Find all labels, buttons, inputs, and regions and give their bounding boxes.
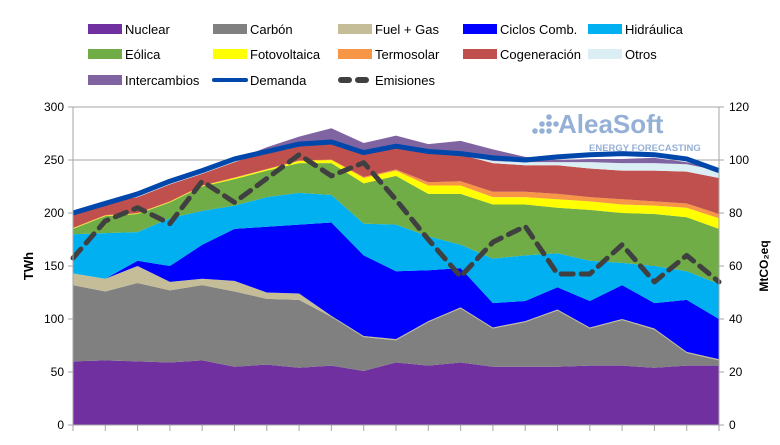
logo-dots-icon (532, 114, 559, 134)
legend-swatch (463, 49, 497, 59)
legend-swatch (588, 24, 622, 34)
legend-label: Ciclos Comb. (500, 22, 577, 37)
logo-dot (546, 128, 552, 134)
logo-tagline: ENERGY FORECASTING (589, 143, 701, 154)
y-tick-label: 50 (51, 365, 65, 379)
logo-dot (539, 128, 545, 134)
legend-swatch (213, 49, 247, 59)
legend-item-fuel-gas: Fuel + Gas (338, 22, 439, 37)
legend-label: Otros (625, 47, 657, 62)
legend-swatch (338, 24, 372, 34)
axes: 0 50 100 150 200 250 300 0 20 40 60 80 100 120 (44, 100, 749, 432)
logo-dot (546, 121, 552, 127)
y-tick-label: 100 (44, 312, 64, 326)
line-demanda (72, 139, 720, 216)
legend-label: Eólica (125, 47, 161, 62)
legend-item-intercambios: Intercambios (88, 73, 200, 88)
y2-tick-label: 40 (729, 312, 743, 326)
y-tick-label: 0 (57, 418, 64, 432)
area-eolica (73, 163, 719, 285)
legend-label: Termosolar (375, 47, 440, 62)
legend-item-ciclos-comb: Ciclos Comb. (463, 22, 577, 37)
line-emisiones (70, 152, 722, 285)
legend-item-hidraulica: Hidráulica (588, 22, 684, 37)
stacked-areas (73, 128, 719, 425)
legend-item-carbon: Carbón (213, 22, 293, 37)
legend-swatch (588, 49, 622, 59)
legend-label: Intercambios (125, 73, 200, 88)
legend-label: Demanda (250, 73, 307, 88)
legend-item-fotovoltaica: Fotovoltaica (213, 47, 321, 62)
legend: Nuclear Carbón Fuel + Gas Ciclos Comb. Hidrá… (88, 22, 684, 88)
area-nuclear (73, 360, 719, 425)
legend-swatch (213, 24, 247, 34)
y2-tick-label: 80 (729, 206, 743, 220)
legend-item-cogeneracion: Cogeneración (463, 47, 581, 62)
legend-label: Carbón (250, 22, 293, 37)
area-hidraulica (73, 192, 719, 319)
legend-item-emisiones: Emisiones (338, 73, 435, 88)
area-carbon (73, 282, 719, 371)
legend-swatch (338, 49, 372, 59)
logo-dot (546, 114, 552, 120)
y2-tick-label: 100 (729, 153, 749, 167)
y-tick-label: 150 (44, 259, 64, 273)
logo-name: AleaSoft (558, 109, 664, 139)
legend-label: Hidráulica (625, 22, 684, 37)
legend-item-eolica: Eólica (88, 47, 161, 62)
y2-tick-label: 120 (729, 100, 749, 114)
legend-label: Fuel + Gas (375, 22, 439, 37)
area-ciclos-comb (73, 222, 719, 360)
legend-swatch (88, 49, 122, 59)
y-tick-label: 200 (44, 206, 64, 220)
y2-tick-label: 60 (729, 259, 743, 273)
aleasoft-logo: AleaSoft ENERGY FORECASTING (532, 109, 701, 154)
logo-dot (553, 121, 559, 127)
y-tick-label: 300 (44, 100, 64, 114)
overlay-lines (70, 139, 722, 285)
legend-item-termosolar: Termosolar (338, 47, 440, 62)
legend-swatch (88, 24, 122, 34)
legend-label: Emisiones (375, 73, 435, 88)
y-axis-label: TWh (21, 252, 36, 280)
legend-label: Cogeneración (500, 47, 581, 62)
y-tick-label: 250 (44, 153, 64, 167)
legend-item-demanda: Demanda (212, 73, 307, 88)
area-cogeneracion (73, 144, 719, 228)
legend-label: Nuclear (125, 22, 170, 37)
logo-dot (532, 128, 538, 134)
y2-axis-label: MtCO₂eq (757, 240, 771, 291)
area-fuel-gas (73, 266, 719, 361)
legend-item-nuclear: Nuclear (88, 22, 170, 37)
logo-dot (539, 121, 545, 127)
legend-swatch (463, 24, 497, 34)
area-fotovoltaica (73, 160, 719, 229)
legend-label: Fotovoltaica (250, 47, 321, 62)
y2-tick-label: 0 (729, 418, 736, 432)
legend-swatch (88, 75, 122, 85)
y2-tick-label: 20 (729, 365, 743, 379)
legend-item-otros: Otros (588, 47, 657, 62)
